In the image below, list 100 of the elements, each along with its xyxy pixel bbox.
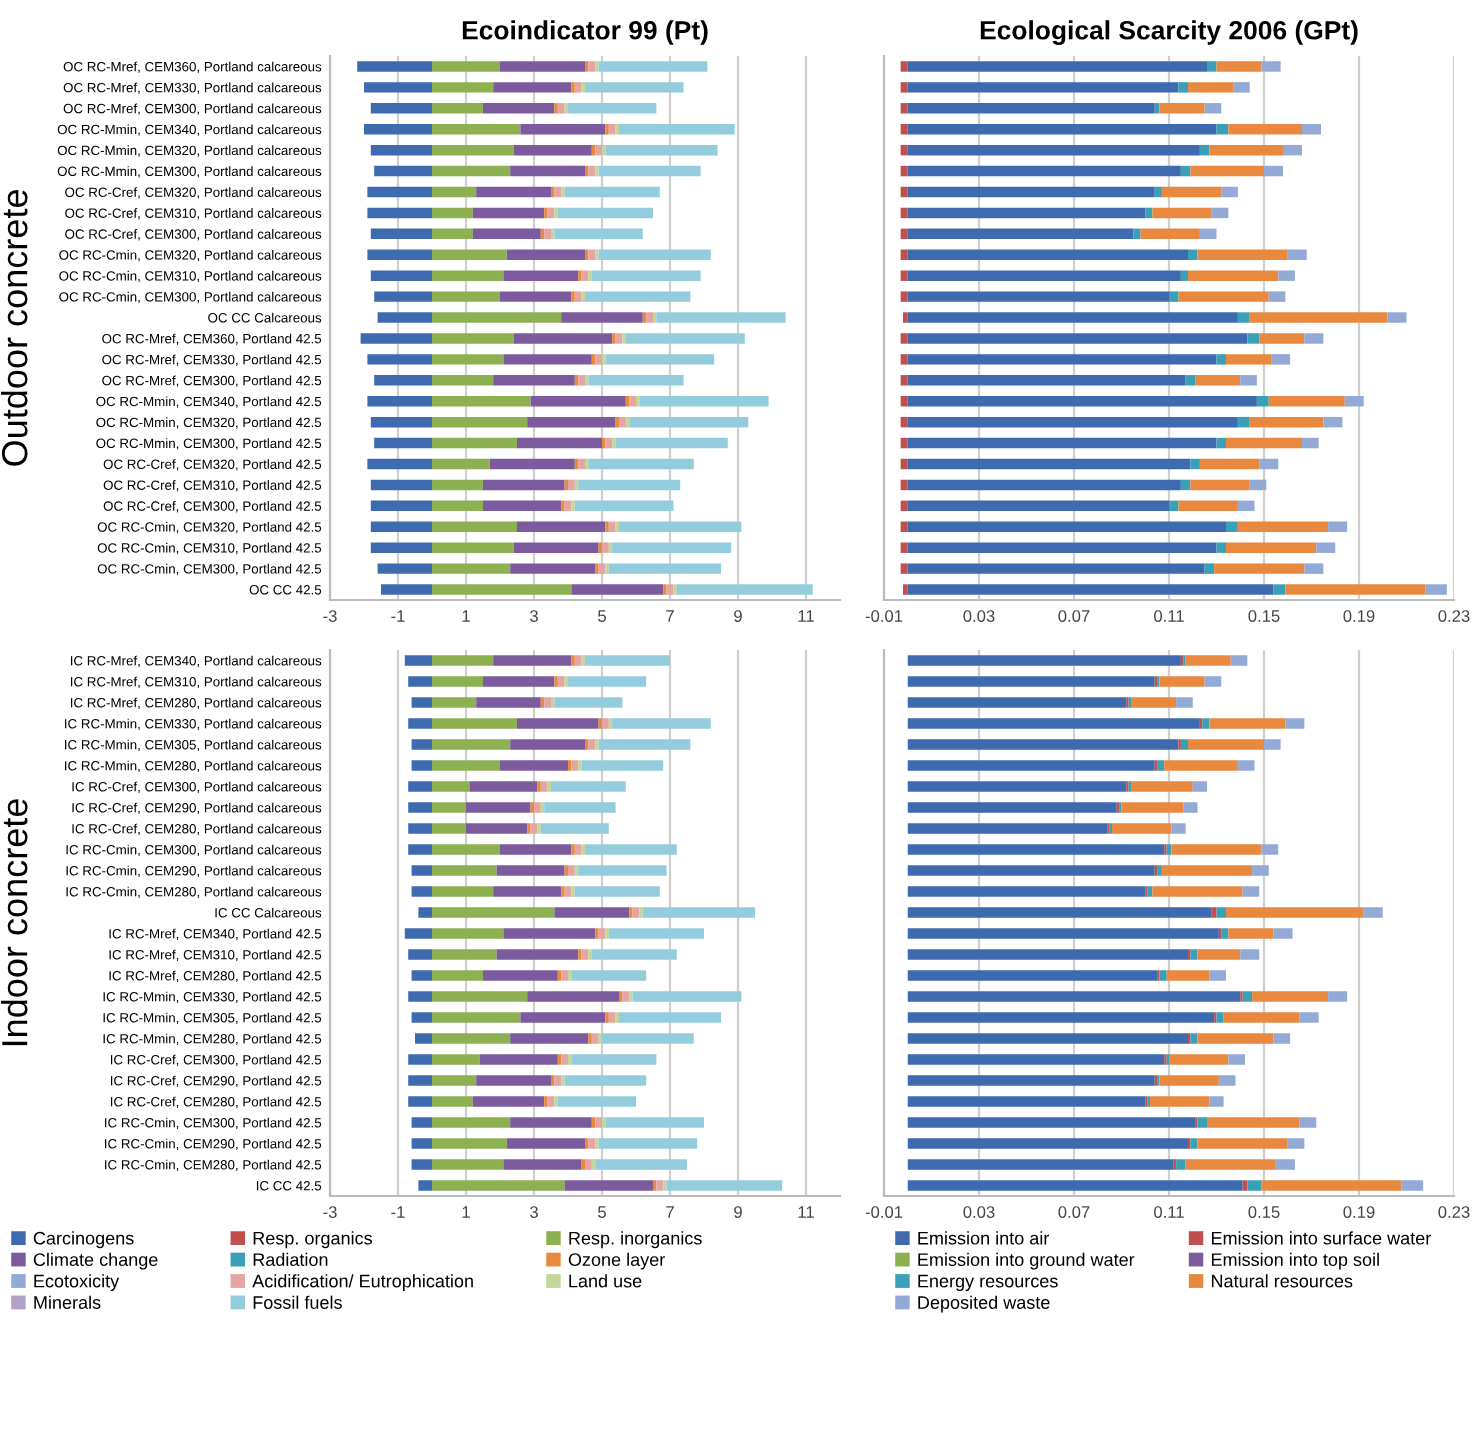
bar bbox=[1207, 61, 1217, 72]
bar bbox=[578, 375, 585, 386]
bar bbox=[1268, 396, 1345, 407]
bar bbox=[642, 907, 755, 918]
bar bbox=[432, 396, 531, 407]
x-tick-label: 3 bbox=[530, 610, 538, 622]
bar bbox=[900, 207, 908, 219]
bar bbox=[432, 1159, 504, 1170]
bar bbox=[900, 416, 908, 428]
bar bbox=[900, 375, 908, 386]
bar bbox=[1152, 207, 1212, 219]
bar bbox=[1204, 676, 1222, 687]
bar bbox=[432, 521, 517, 532]
bar bbox=[1268, 291, 1286, 302]
bar bbox=[907, 375, 1186, 386]
bar bbox=[907, 521, 1226, 532]
bar bbox=[1131, 697, 1177, 708]
bar bbox=[530, 823, 538, 834]
bar bbox=[483, 676, 555, 687]
bar bbox=[466, 823, 528, 834]
bar bbox=[377, 312, 432, 323]
bar bbox=[418, 1180, 432, 1191]
bar bbox=[496, 949, 579, 960]
bar bbox=[1183, 802, 1198, 813]
bar bbox=[907, 542, 1217, 553]
bar bbox=[907, 739, 1179, 750]
bar bbox=[591, 949, 677, 960]
bar bbox=[598, 1138, 698, 1149]
bar bbox=[900, 542, 908, 553]
bar bbox=[656, 312, 786, 323]
bar bbox=[527, 991, 619, 1002]
bar bbox=[907, 1138, 1188, 1149]
bar bbox=[1259, 333, 1305, 344]
bar bbox=[605, 1117, 704, 1128]
bar bbox=[1190, 1138, 1198, 1149]
bar bbox=[1152, 886, 1243, 897]
bar bbox=[1133, 228, 1141, 240]
bar bbox=[432, 479, 483, 491]
x-tick-label: -0.01 bbox=[865, 610, 903, 622]
bar bbox=[554, 697, 623, 708]
bar bbox=[367, 458, 432, 470]
bar bbox=[1304, 333, 1324, 344]
bar bbox=[1161, 865, 1253, 876]
bar bbox=[568, 103, 657, 114]
bar bbox=[1161, 186, 1222, 198]
bar bbox=[503, 270, 579, 281]
bar bbox=[432, 312, 562, 323]
bar bbox=[432, 270, 504, 281]
x-tick-label: 0.07 bbox=[1058, 1206, 1090, 1218]
bar bbox=[907, 1075, 1155, 1086]
bar bbox=[1237, 416, 1250, 428]
bar bbox=[907, 949, 1188, 960]
legend-label: Minerals bbox=[34, 1295, 101, 1309]
bar bbox=[493, 886, 562, 897]
bar bbox=[1159, 1075, 1219, 1086]
bar bbox=[568, 479, 575, 491]
bar bbox=[1228, 1054, 1245, 1065]
bar bbox=[1178, 500, 1238, 512]
bar bbox=[370, 416, 432, 428]
bar bbox=[1209, 718, 1286, 729]
bar bbox=[432, 1033, 511, 1044]
x-tick-label: 0.11 bbox=[1154, 610, 1184, 622]
bar bbox=[574, 886, 660, 897]
bar bbox=[605, 144, 718, 156]
bar bbox=[571, 584, 664, 595]
bar bbox=[1302, 437, 1319, 449]
bar bbox=[907, 928, 1219, 939]
bar bbox=[632, 907, 640, 918]
bar bbox=[907, 718, 1200, 729]
bar bbox=[907, 103, 1155, 114]
bar bbox=[629, 416, 749, 428]
bar bbox=[432, 718, 517, 729]
bar bbox=[615, 437, 728, 449]
bar bbox=[619, 1012, 721, 1023]
bar bbox=[415, 1033, 432, 1044]
bar bbox=[432, 458, 490, 470]
bar bbox=[1285, 584, 1426, 595]
bar bbox=[907, 270, 1181, 281]
bar bbox=[1249, 479, 1267, 491]
bar bbox=[907, 655, 1181, 666]
bar bbox=[506, 1138, 585, 1149]
bar bbox=[1261, 844, 1279, 855]
bar bbox=[404, 928, 432, 939]
bar bbox=[432, 103, 483, 114]
bar bbox=[907, 458, 1191, 470]
bar bbox=[500, 291, 572, 302]
bar bbox=[900, 103, 908, 114]
bar bbox=[1171, 844, 1262, 855]
bar bbox=[591, 270, 701, 281]
bar bbox=[432, 82, 494, 93]
bar bbox=[907, 1096, 1146, 1107]
bar bbox=[408, 823, 432, 834]
bar bbox=[571, 970, 647, 981]
bar bbox=[411, 1117, 432, 1128]
bar bbox=[907, 354, 1217, 365]
bar bbox=[530, 396, 626, 407]
bar bbox=[907, 907, 1212, 918]
bar bbox=[907, 396, 1257, 407]
bar bbox=[1150, 1096, 1210, 1107]
bar bbox=[479, 1054, 558, 1065]
